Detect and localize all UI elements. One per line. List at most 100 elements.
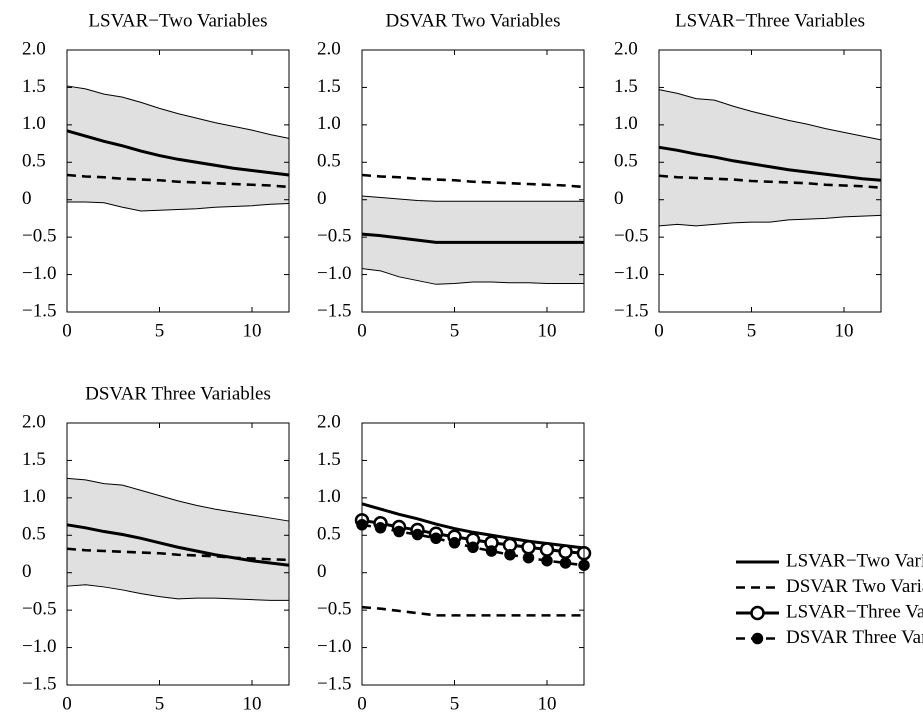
panel: −1.5 −1.0 −0.5 0 0.5 1.0 1.5 2.0 0 5 10 LSVAR−Two V… <box>317 411 923 714</box>
band-edge <box>66 584 289 601</box>
y-tick-label: 0.5 <box>22 524 46 545</box>
legend-label: DSVAR Three Variables <box>786 627 923 648</box>
y-tick-label: 0.5 <box>317 151 341 172</box>
y-tick-label: 1.0 <box>317 113 341 134</box>
series-line <box>658 145 882 182</box>
band-edge <box>66 85 290 139</box>
y-tick-label: 2.0 <box>317 38 341 59</box>
series-line <box>361 232 584 244</box>
band-edge <box>361 268 584 285</box>
y-tick-label: −1.5 <box>614 300 648 321</box>
panel-title: DSVAR Two Variables <box>386 10 561 31</box>
series-marker <box>393 525 405 538</box>
band-edge <box>67 201 290 212</box>
panel-title: LSVAR−Two Variables <box>88 10 267 31</box>
confidence-band <box>659 89 881 226</box>
band-edge <box>66 477 290 522</box>
y-tick-label: 0.5 <box>317 524 341 545</box>
series-marker <box>559 557 572 569</box>
legend-marker <box>750 605 765 621</box>
y-tick-label: −1.5 <box>22 673 56 694</box>
y-tick-label: −1.5 <box>317 300 351 321</box>
confidence-band <box>362 195 584 285</box>
y-tick-label: −1.0 <box>22 636 56 657</box>
band-edge <box>658 214 882 227</box>
panel: DSVAR Two Variables −1.5 −1.0 −0.5 0 0.5 1.0 1.… <box>317 10 585 341</box>
y-tick-label: 1.5 <box>22 449 46 470</box>
y-tick-label: 1.0 <box>22 486 46 507</box>
y-tick-label: 1.5 <box>317 76 341 97</box>
confidence-band <box>67 85 289 211</box>
y-tick-label: 1.5 <box>317 449 341 470</box>
series-marker <box>430 532 442 545</box>
y-tick-label: 1.0 <box>614 113 638 134</box>
y-tick-label: −1.5 <box>317 673 351 694</box>
series-line <box>361 605 584 617</box>
series-marker <box>411 528 424 541</box>
y-tick-label: −1.0 <box>22 263 56 284</box>
series-line <box>66 547 290 562</box>
legend-marker <box>751 632 764 645</box>
plot-frame <box>66 422 290 686</box>
x-tick-label: 5 <box>155 320 165 341</box>
panel: DSVAR Three Variables −1.5 −1.0 −0.5 0 0.5 1.0… <box>22 383 290 714</box>
series-marker <box>521 540 536 555</box>
y-tick-label: 0 <box>22 561 32 582</box>
y-tick-label: −0.5 <box>317 226 351 247</box>
series-marker <box>522 551 535 564</box>
plot-frame <box>361 49 585 313</box>
series-line <box>66 523 290 567</box>
y-tick-label: 0 <box>317 561 327 582</box>
y-tick-label: 0.5 <box>614 151 638 172</box>
series-line <box>361 173 585 189</box>
y-tick-label: −0.5 <box>22 226 56 247</box>
x-tick-label: 10 <box>243 693 262 714</box>
y-tick-label: −0.5 <box>22 599 56 620</box>
x-tick-label: 0 <box>62 693 72 714</box>
series-marker <box>558 544 573 560</box>
series-marker <box>485 545 498 557</box>
y-tick-label: 0.5 <box>22 151 46 172</box>
plot-frame <box>361 422 585 686</box>
y-tick-label: −1.0 <box>317 636 351 657</box>
series-marker <box>539 542 555 557</box>
series-marker <box>448 537 461 549</box>
panel-title: DSVAR Three Variables <box>85 383 271 404</box>
x-tick-label: 5 <box>155 693 165 714</box>
series-line <box>66 129 290 177</box>
x-tick-label: 0 <box>654 320 664 341</box>
x-tick-label: 5 <box>747 320 757 341</box>
panel: LSVAR−Two Variables −1.5 −1.0 −0.5 0 0.5 1.0 1.… <box>22 10 290 341</box>
x-tick-label: 0 <box>62 320 72 341</box>
plot-frame <box>658 49 882 313</box>
legend-label: DSVAR Two Variables <box>786 576 923 597</box>
plot-frame <box>66 49 290 313</box>
band-edge <box>361 195 584 202</box>
y-tick-label: 1.5 <box>22 76 46 97</box>
y-tick-label: 2.0 <box>22 38 46 59</box>
series-line <box>658 174 882 190</box>
panel-title: LSVAR−Three Variables <box>675 10 865 31</box>
y-tick-label: 2.0 <box>22 411 46 432</box>
y-tick-label: 0 <box>317 188 327 209</box>
y-tick-label: 0 <box>614 188 624 209</box>
legend-label: LSVAR−Three Variables <box>786 601 923 622</box>
y-tick-label: −1.0 <box>614 263 648 284</box>
y-tick-label: 2.0 <box>614 38 638 59</box>
y-tick-label: 1.5 <box>614 76 638 97</box>
y-tick-label: 1.0 <box>22 113 46 134</box>
x-tick-label: 10 <box>835 320 854 341</box>
x-tick-label: 0 <box>357 320 367 341</box>
y-tick-label: −1.5 <box>22 300 56 321</box>
legend-label: LSVAR−Two Variables <box>786 550 923 571</box>
series-marker <box>504 548 516 561</box>
confidence-band <box>67 478 289 601</box>
x-tick-label: 10 <box>243 320 262 341</box>
x-tick-label: 5 <box>450 693 460 714</box>
y-tick-label: −1.0 <box>317 263 351 284</box>
x-tick-label: 0 <box>357 693 367 714</box>
series-marker <box>374 522 387 534</box>
series-marker <box>541 554 553 567</box>
y-tick-label: 2.0 <box>317 411 341 432</box>
